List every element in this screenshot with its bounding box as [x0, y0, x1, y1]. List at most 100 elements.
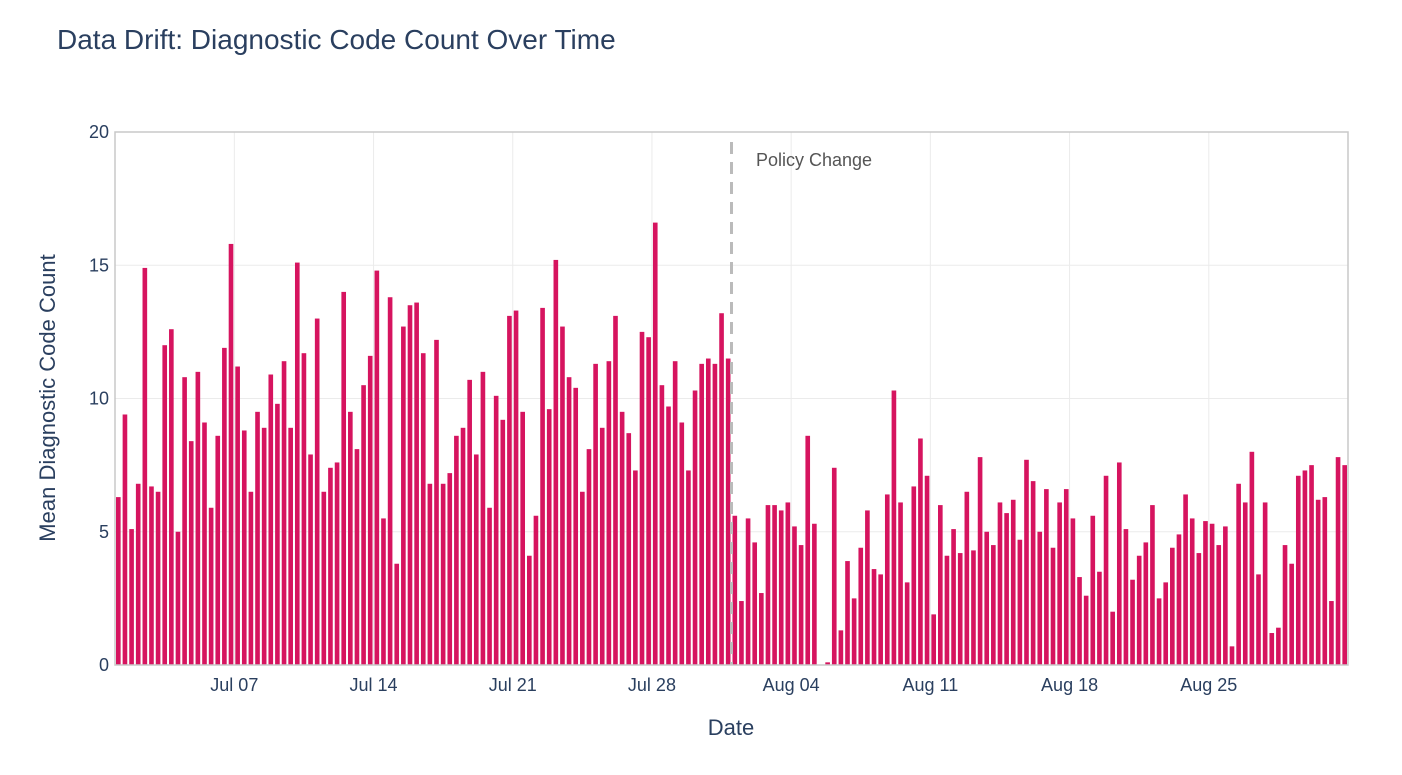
bar: [387, 297, 393, 665]
bar: [500, 419, 506, 665]
bar: [752, 542, 758, 665]
bar: [195, 371, 201, 665]
bar: [1229, 646, 1235, 665]
bar: [938, 505, 943, 665]
bar: [1070, 518, 1076, 665]
bar: [308, 454, 313, 665]
bar: [745, 518, 751, 665]
bar: [1170, 547, 1175, 665]
bar: [1295, 475, 1301, 665]
bar: [473, 454, 479, 665]
bar: [520, 411, 525, 665]
bar: [1209, 523, 1215, 665]
bar: [288, 427, 293, 665]
bar: [891, 390, 897, 665]
bar: [1242, 502, 1248, 665]
bar: [1256, 574, 1261, 665]
bar: [401, 326, 406, 665]
x-gridlines: [233, 132, 1210, 665]
bar: [162, 345, 168, 665]
bar: [566, 377, 572, 665]
bar: [255, 411, 260, 665]
bar: [679, 422, 685, 665]
bar: [228, 243, 234, 665]
bar: [586, 449, 592, 665]
bar: [348, 411, 353, 665]
bar: [142, 267, 148, 665]
bar: [1282, 545, 1288, 665]
bar: [208, 507, 214, 665]
bar: [931, 614, 936, 665]
bar: [1057, 502, 1062, 665]
bar: [785, 502, 791, 665]
bar: [991, 545, 996, 665]
bar: [202, 422, 207, 665]
bar: [1030, 481, 1036, 665]
bar: [321, 491, 327, 665]
bar: [911, 486, 917, 665]
bar: [248, 491, 254, 665]
bar: [1203, 521, 1208, 665]
bar: [374, 270, 380, 665]
y-tick-label: 10: [89, 389, 109, 409]
bar: [599, 427, 605, 665]
bar: [1130, 579, 1135, 665]
bar: [845, 561, 850, 665]
bar: [1136, 555, 1142, 665]
bar: [407, 305, 413, 665]
bar: [493, 395, 499, 665]
bar: [686, 470, 691, 665]
bar: [1276, 627, 1281, 665]
plot-border: [114, 131, 1349, 666]
bar: [1150, 505, 1155, 665]
bar: [1176, 534, 1182, 665]
bar: [1309, 465, 1314, 666]
bar: [301, 353, 307, 665]
bar: [812, 523, 817, 665]
bar: [964, 491, 970, 665]
bar: [957, 553, 963, 665]
x-tick-label: Jul 21: [489, 675, 537, 695]
bar: [188, 441, 194, 665]
bar: [1223, 526, 1228, 665]
bar: [122, 414, 128, 665]
bar: [427, 483, 433, 665]
bar: [971, 550, 976, 665]
y-tick-label: 20: [89, 122, 109, 142]
bar: [633, 470, 638, 665]
bar: [414, 302, 419, 665]
bar: [1189, 518, 1195, 665]
bar: [533, 515, 539, 665]
bar: [1196, 553, 1202, 665]
bar: [838, 630, 844, 665]
x-tick-label: Aug 04: [763, 675, 820, 695]
bar: [626, 433, 632, 665]
bar: [149, 486, 154, 665]
bar: [858, 547, 864, 665]
x-tick-label: Jul 14: [350, 675, 398, 695]
chart-title: Data Drift: Diagnostic Code Count Over T…: [57, 24, 616, 55]
bar: [666, 406, 671, 665]
bar: [646, 337, 651, 665]
bar: [222, 347, 227, 665]
bar: [593, 363, 598, 665]
bar: [155, 491, 161, 665]
bar: [619, 411, 625, 665]
bar: [898, 502, 903, 665]
y-tick-label: 5: [99, 522, 109, 542]
bar: [759, 593, 764, 665]
bar: [798, 545, 804, 665]
bar: [1010, 499, 1016, 665]
bar: [573, 387, 579, 665]
bar: [613, 315, 618, 665]
bar: [513, 310, 519, 665]
bar: [294, 262, 300, 665]
bar: [639, 331, 645, 666]
bar: [977, 457, 983, 665]
bar: [381, 518, 386, 665]
bar: [997, 502, 1003, 665]
bar: [420, 353, 426, 665]
bar: [825, 662, 830, 665]
bar: [765, 505, 771, 665]
